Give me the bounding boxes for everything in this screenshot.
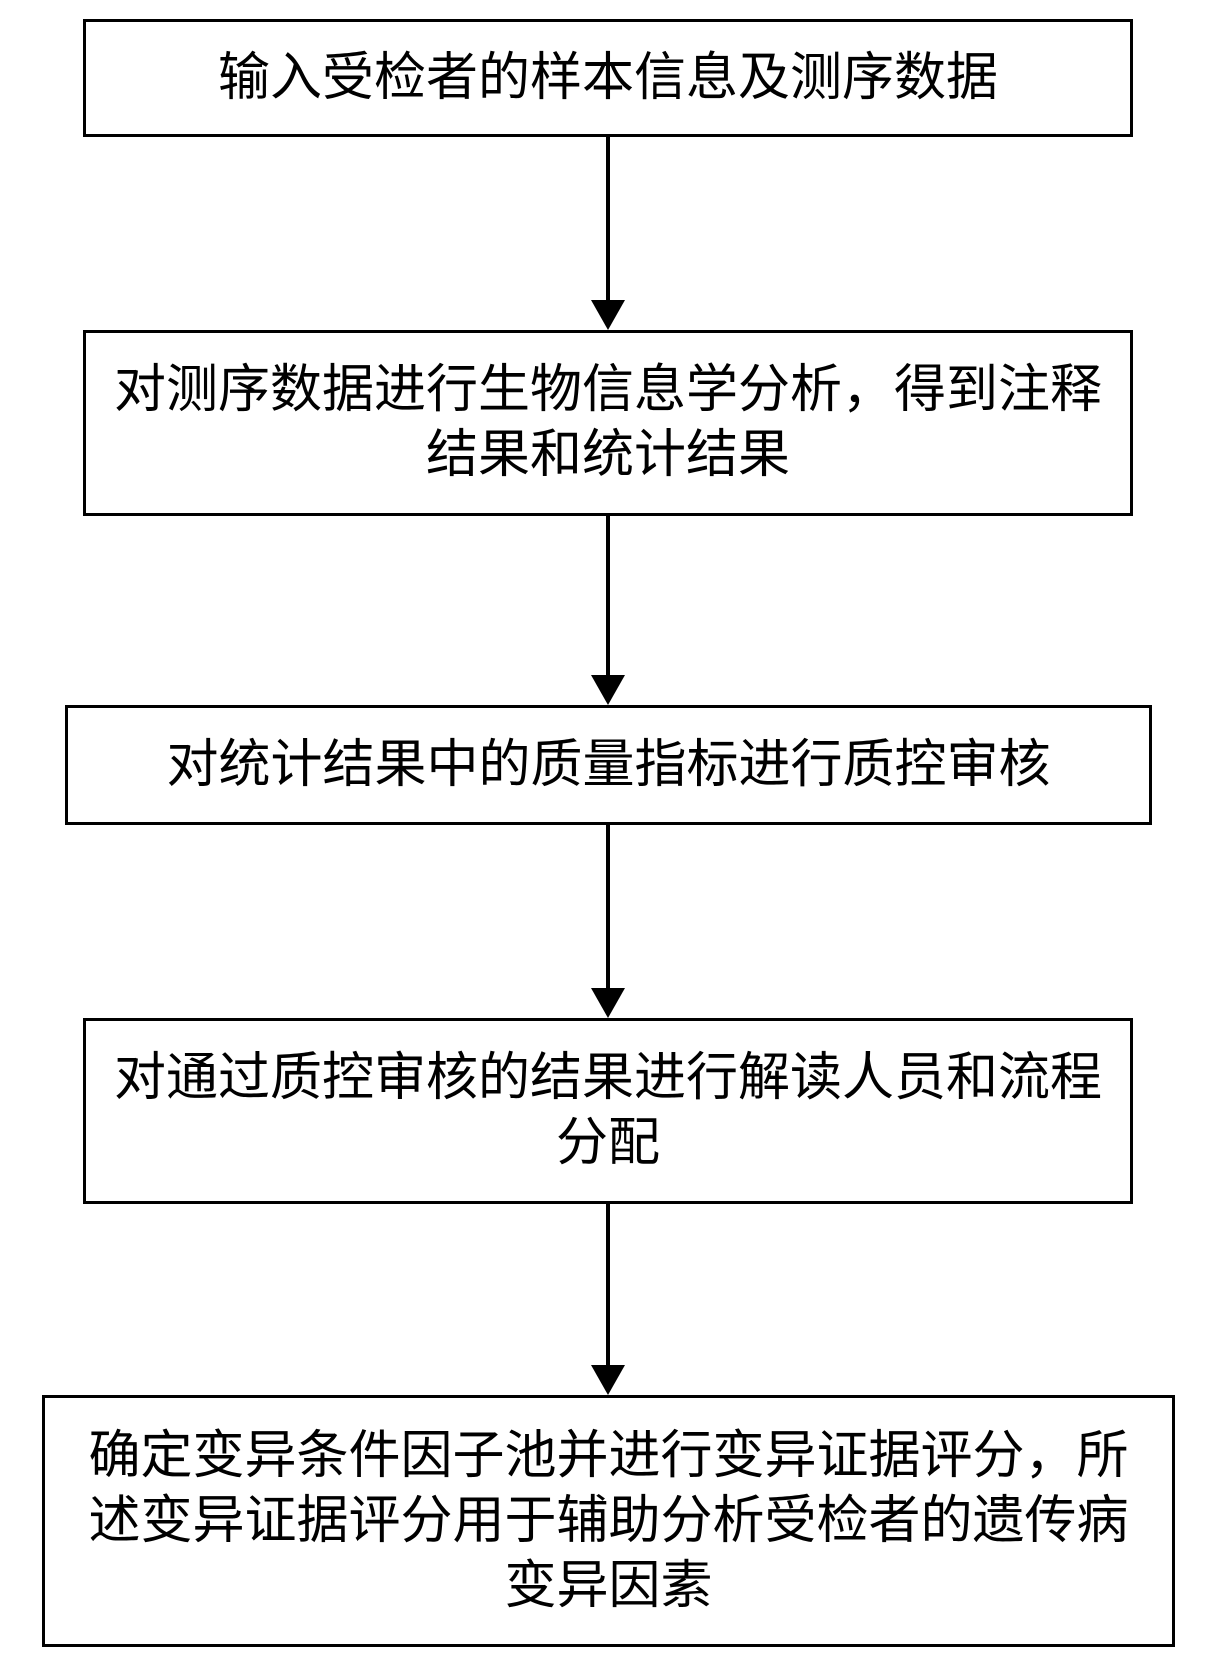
flow-edge-arrowhead xyxy=(591,1365,625,1395)
flow-node-n5: 确定变异条件因子池并进行变异证据评分，所述变异证据评分用于辅助分析受检者的遗传病… xyxy=(42,1395,1175,1647)
flowchart-canvas: 输入受检者的样本信息及测序数据对测序数据进行生物信息学分析，得到注释结果和统计结… xyxy=(0,0,1216,1667)
flow-node-label: 确定变异条件因子池并进行变异证据评分，所述变异证据评分用于辅助分析受检者的遗传病… xyxy=(65,1424,1152,1619)
flow-node-n2: 对测序数据进行生物信息学分析，得到注释结果和统计结果 xyxy=(83,330,1133,516)
flow-node-label: 对测序数据进行生物信息学分析，得到注释结果和统计结果 xyxy=(106,358,1110,488)
flow-edge-arrowhead xyxy=(591,988,625,1018)
flow-edge-arrowhead xyxy=(591,675,625,705)
flow-node-label: 对统计结果中的质量指标进行质控审核 xyxy=(166,733,1050,798)
flow-node-n4: 对通过质控审核的结果进行解读人员和流程分配 xyxy=(83,1018,1133,1204)
flow-node-n3: 对统计结果中的质量指标进行质控审核 xyxy=(65,705,1152,825)
flow-node-label: 输入受检者的样本信息及测序数据 xyxy=(218,46,998,111)
flow-node-label: 对通过质控审核的结果进行解读人员和流程分配 xyxy=(106,1046,1110,1176)
flow-node-n1: 输入受检者的样本信息及测序数据 xyxy=(83,19,1133,137)
flow-edge-arrowhead xyxy=(591,300,625,330)
